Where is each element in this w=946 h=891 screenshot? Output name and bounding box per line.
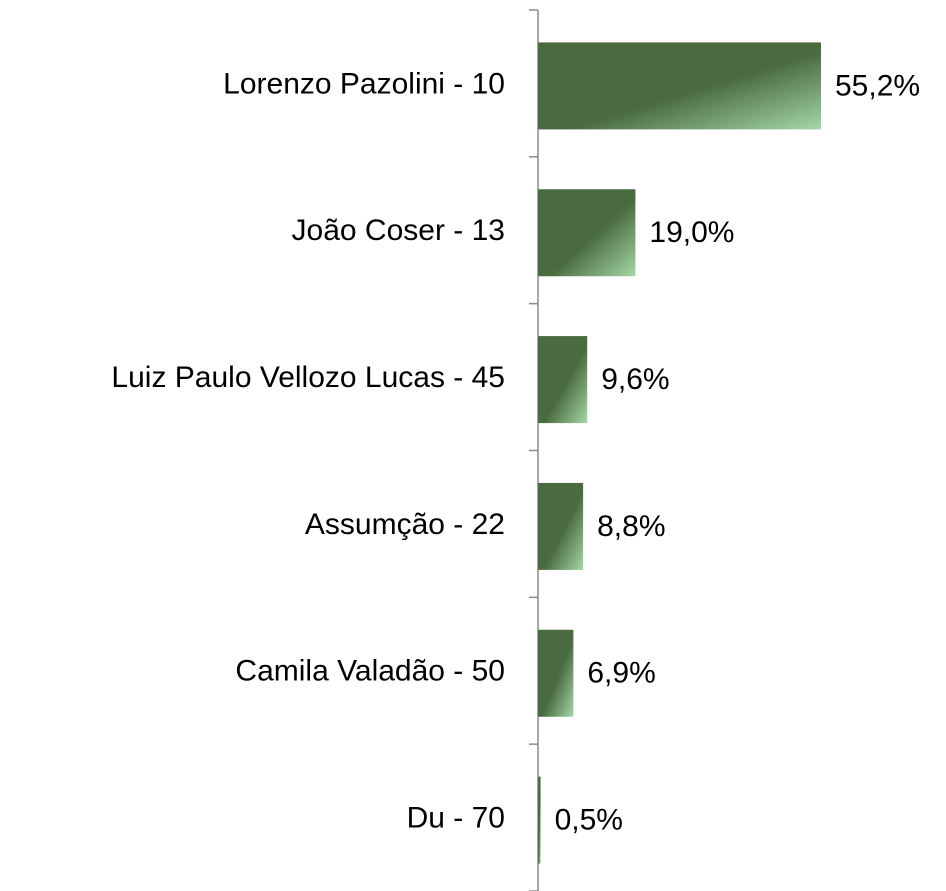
value-label: 19,0% [649,216,734,249]
bar [538,189,636,277]
category-label: João Coser - 13 [292,214,505,247]
value-label: 55,2% [835,69,920,102]
value-label: 8,8% [597,510,665,543]
value-label: 6,9% [587,657,655,690]
bar [538,629,574,717]
bar [538,482,584,570]
bar [538,336,588,424]
category-label: Camila Valadão - 50 [235,655,505,688]
value-label: 9,6% [601,363,669,396]
category-label: Luiz Paulo Vellozo Lucas - 45 [111,361,505,394]
bar [538,42,821,130]
category-label: Assumção - 22 [305,508,505,541]
category-label: Du - 70 [407,802,505,835]
value-label: 0,5% [555,804,623,837]
bar [538,776,541,864]
category-label: Lorenzo Pazolini - 10 [223,67,505,100]
